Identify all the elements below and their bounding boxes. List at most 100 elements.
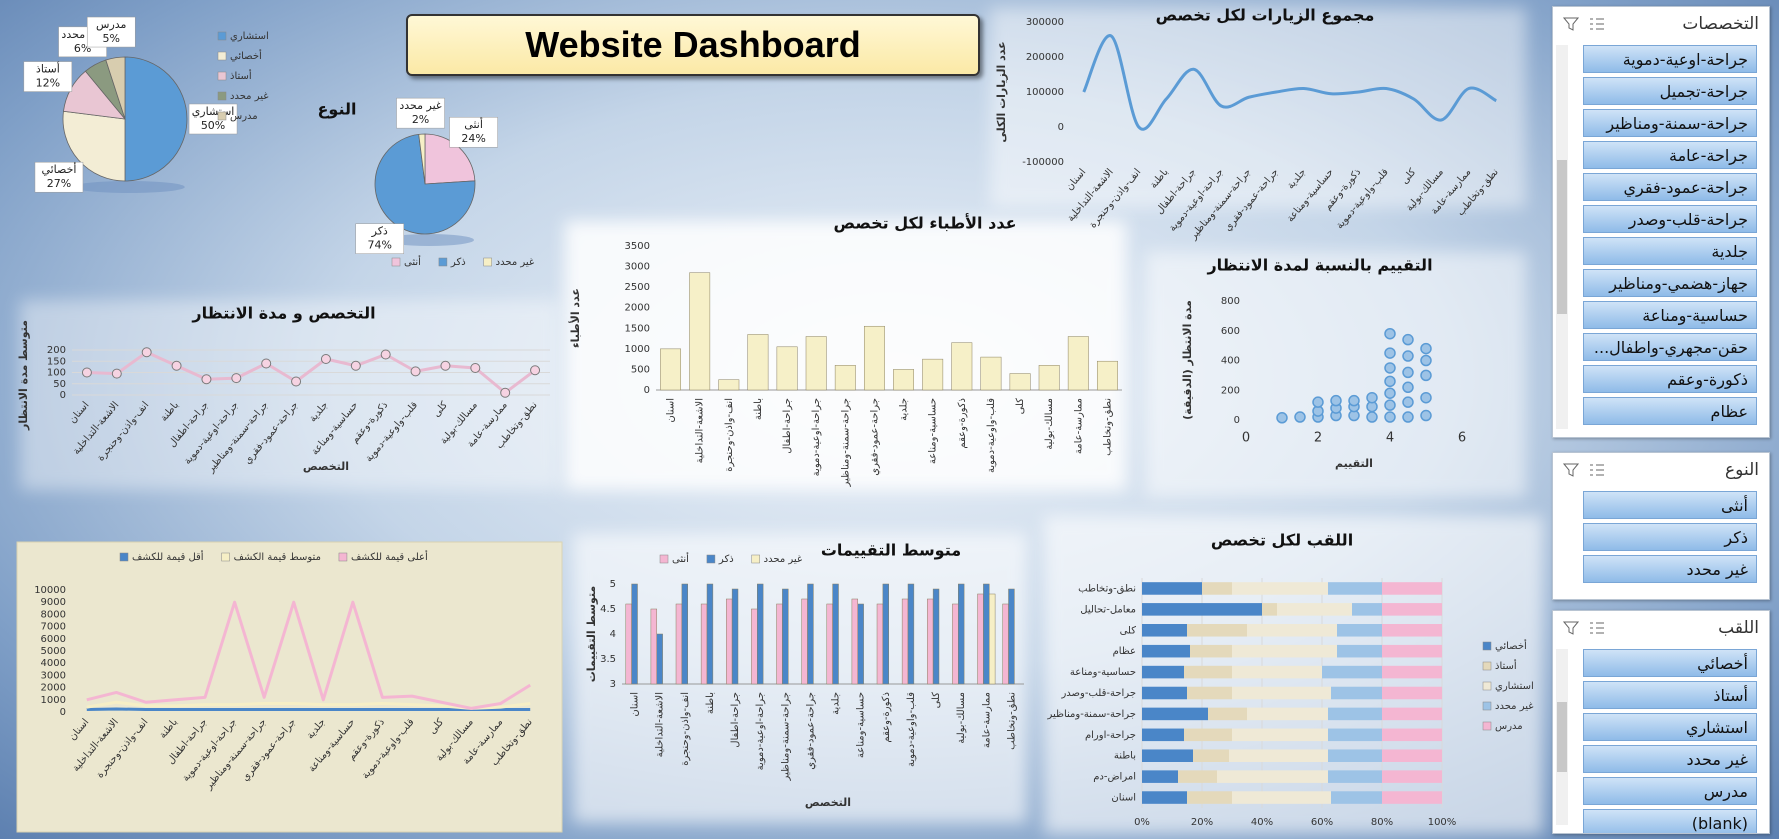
icon — [1590, 622, 1604, 634]
chart-frame — [1146, 252, 1526, 497]
x-tick-label: انف-واذن-وحنجرة — [724, 398, 735, 472]
slicer-item[interactable]: جراحة-عامة — [1583, 141, 1757, 169]
chart-title: التقييم بالنسبة لمدة الانتظار — [1206, 256, 1432, 275]
y-tick-label: 2000 — [41, 683, 66, 694]
y-tick-label: معامل-تحاليل — [1080, 604, 1136, 615]
bar — [1008, 588, 1015, 685]
x-tick-label: ذكورة-وعقم — [957, 398, 968, 449]
y-tick-label: 9000 — [41, 597, 66, 608]
y-tick-label: 3.5 — [600, 654, 616, 665]
x-tick-label: كلى — [1015, 398, 1026, 415]
line-marker — [111, 368, 122, 379]
y-tick-label: 4000 — [41, 658, 66, 669]
y-tick-label: 5 — [610, 579, 616, 590]
slicer-item[interactable]: جراحة-اوعية-دموية — [1583, 45, 1757, 73]
slicer-item[interactable]: عظام — [1583, 397, 1757, 425]
icon — [1590, 464, 1604, 476]
slicer-item[interactable]: جراحة-سمنة-ومناظير — [1583, 109, 1757, 137]
slicer-item[interactable]: حساسية-ومناعة — [1583, 301, 1757, 329]
y-tick-label: اسنان — [1111, 793, 1136, 804]
bar — [834, 365, 856, 391]
bar — [1002, 603, 1009, 685]
bar-segment — [1328, 770, 1382, 783]
bar-segment — [1142, 624, 1187, 637]
slicer-item[interactable]: جراحة-عمود-فقري — [1583, 173, 1757, 201]
data-label-value: 24% — [461, 132, 485, 145]
bar-segment — [1142, 749, 1193, 762]
legend-label: أنثى — [672, 552, 689, 565]
scatter-point — [1276, 412, 1288, 424]
scatter-point — [1384, 347, 1396, 359]
scrollbar[interactable] — [1556, 649, 1568, 825]
data-label-name: مدرس — [96, 18, 127, 31]
slicer-item[interactable]: جراحة-قلب-وصدر — [1583, 205, 1757, 233]
slicer-item[interactable]: أنثى — [1583, 491, 1757, 519]
legend-swatch — [217, 51, 227, 61]
y-tick-label: 6000 — [41, 634, 66, 645]
data-label-box — [355, 223, 404, 254]
x-tick-label: جلدية — [831, 692, 842, 715]
y-tick-label: 3000 — [41, 670, 66, 681]
slicer-item[interactable]: استشاري — [1583, 713, 1757, 741]
legend-label: أستاذ — [230, 69, 252, 82]
line-marker — [201, 374, 212, 385]
bar-segment — [1382, 749, 1442, 762]
legend-swatch — [1482, 721, 1492, 731]
bar-segment — [1142, 603, 1262, 616]
slicer-item[interactable]: (blank) — [1583, 809, 1757, 833]
slicer-item[interactable]: ذكر — [1583, 523, 1757, 551]
series-line — [86, 350, 536, 395]
y-tick-label: 1000 — [41, 695, 66, 706]
scatter-point — [1402, 411, 1414, 423]
y-tick-label: جراحة-سمنة-ومناظير — [1046, 709, 1136, 720]
scroll-thumb[interactable] — [1557, 160, 1567, 314]
legend-label: مدرس — [230, 111, 258, 122]
legend-swatch — [1482, 641, 1492, 651]
bar-segment — [1190, 644, 1232, 658]
bar-segment — [1208, 707, 1247, 721]
x-tick-label: 6 — [1458, 431, 1466, 446]
bar-segment — [1142, 644, 1190, 658]
x-tick-label: نطق-وتخاطب — [1102, 398, 1113, 456]
legend-label: أنثى — [404, 255, 421, 268]
slicer-item[interactable]: جهاز-هضمي-ومناظير — [1583, 269, 1757, 297]
bar-segment — [1322, 665, 1382, 679]
series-line — [86, 707, 531, 712]
scroll-thumb[interactable] — [1557, 701, 1567, 773]
slicer-item[interactable]: جراحة-تجميل — [1583, 77, 1757, 105]
slicer-item[interactable]: حقن-مجهري-واطفال... — [1583, 333, 1757, 361]
slicer-icons[interactable] — [1563, 462, 1605, 478]
data-label-value: 5% — [103, 32, 120, 45]
legend-swatch — [391, 257, 401, 267]
x-tick-label: جراحة-سمنة-ومناظير — [840, 398, 851, 488]
slicer-item[interactable]: أستاذ — [1583, 681, 1757, 709]
slicer-item[interactable]: جلدية — [1583, 237, 1757, 265]
bar-segment — [1247, 624, 1337, 637]
scatter-point — [1366, 391, 1378, 404]
slicer-item[interactable]: غير محدد — [1583, 555, 1757, 583]
x-tick-label: مسالك-بولية — [956, 692, 967, 744]
slicer-item[interactable]: مدرس — [1583, 777, 1757, 805]
x-tick-label: ذكورة-وعقم — [881, 692, 892, 743]
bar — [983, 583, 990, 685]
slicer-item[interactable]: غير محدد — [1583, 745, 1757, 773]
slicer-item[interactable]: ذكورة-وعقم — [1583, 365, 1757, 393]
scrollbar[interactable] — [1556, 45, 1568, 429]
line-marker — [470, 363, 481, 373]
bar — [801, 598, 808, 685]
data-label-box — [396, 97, 445, 129]
bar — [1038, 365, 1060, 391]
series-line — [1082, 34, 1497, 131]
bar-segment — [1187, 791, 1232, 804]
x-tick-label: اسنان — [630, 692, 641, 717]
y-tick-label: 800 — [1221, 296, 1240, 307]
slicer-title: النوع — [1725, 460, 1759, 480]
slicer-icons[interactable] — [1563, 620, 1605, 636]
legend-swatch — [706, 554, 716, 564]
slicer-icons[interactable] — [1563, 16, 1605, 32]
slicer-item[interactable]: أخصائي — [1583, 649, 1757, 677]
scatter-point — [1402, 350, 1414, 362]
x-tick-label: باطنة — [753, 398, 764, 420]
pie-slice — [424, 133, 476, 185]
legend-label: غير محدد — [1495, 701, 1533, 712]
